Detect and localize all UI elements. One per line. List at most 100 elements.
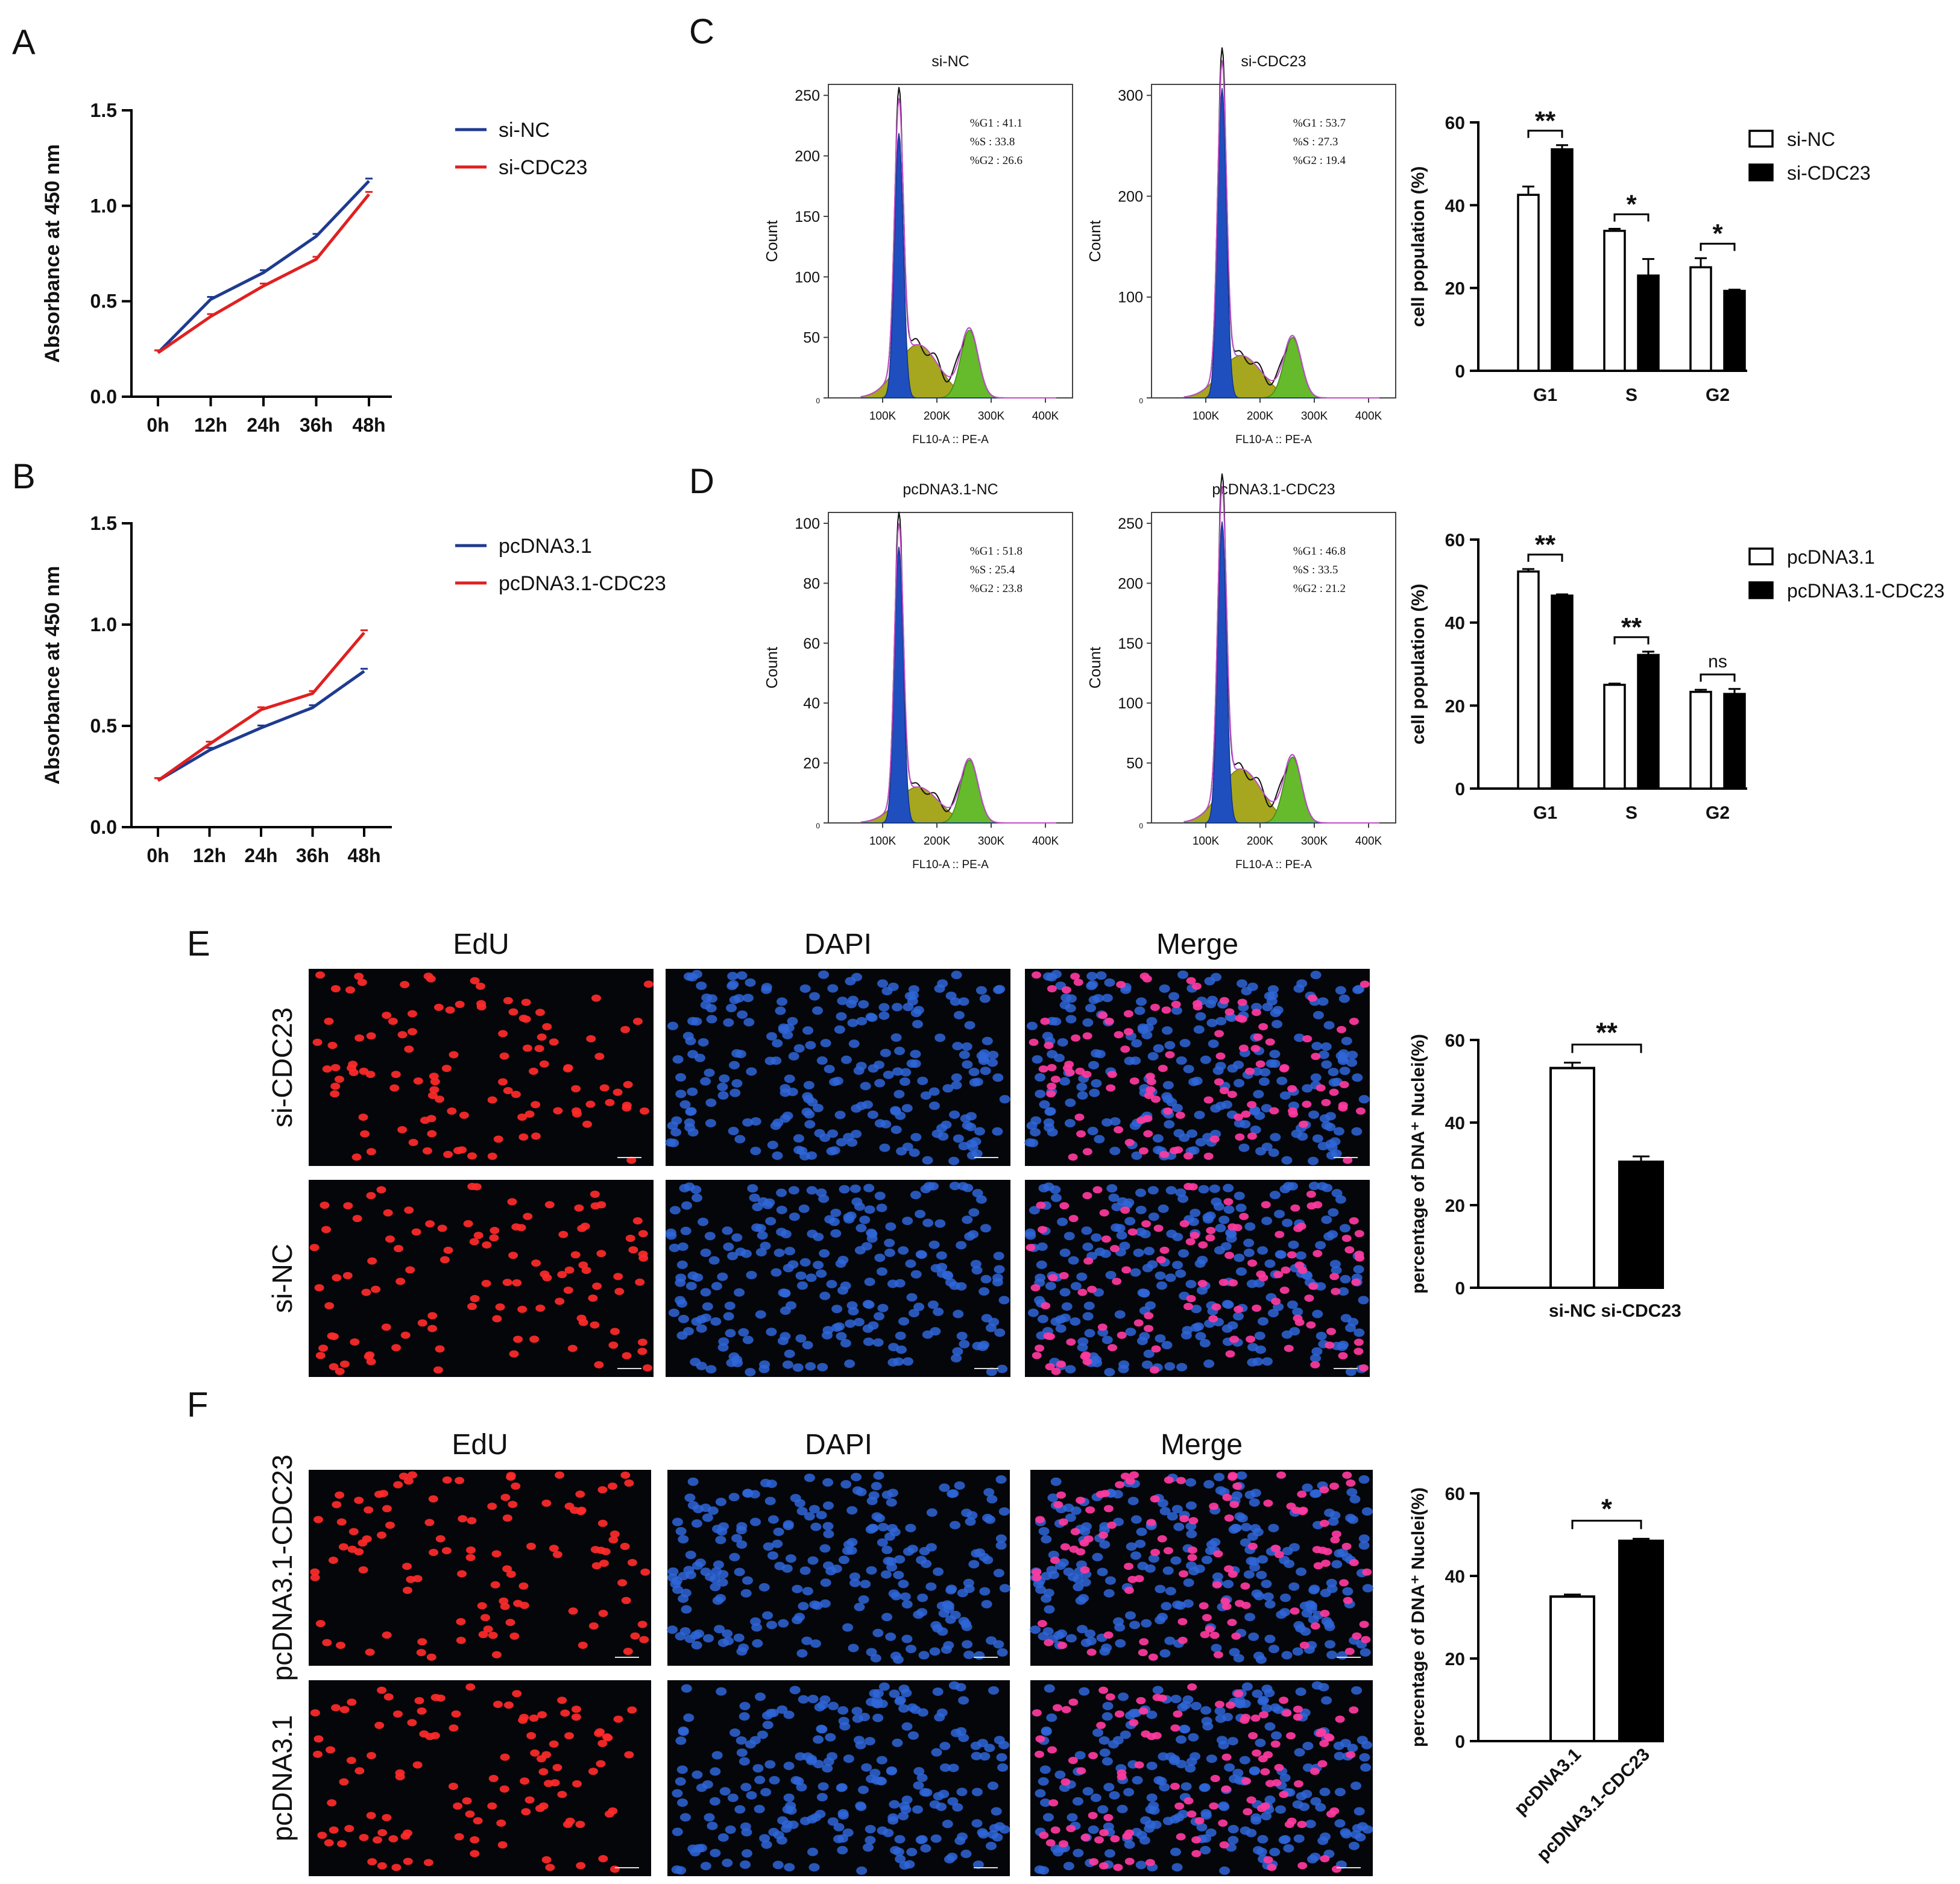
nucleus-dapi: [1050, 1317, 1062, 1326]
y-axis-label: percentage of DNA⁺ Nuclei(%): [1408, 1487, 1428, 1747]
nucleus-edu: [1059, 1271, 1069, 1279]
nucleus-dapi: [1352, 1073, 1363, 1082]
nucleus-dapi: [1311, 1489, 1322, 1498]
nucleus-edu: [1255, 1060, 1265, 1068]
nucleus-edu: [322, 1639, 332, 1646]
x-tick-label: 400K: [1355, 835, 1382, 848]
nucleus-dapi: [766, 1032, 778, 1041]
nucleus-dapi: [1295, 1687, 1306, 1697]
nucleus-dapi: [759, 1834, 770, 1843]
nucleus-dapi: [1176, 1735, 1187, 1744]
nucleus-dapi: [804, 1120, 816, 1129]
nucleus-dapi: [668, 1308, 679, 1317]
nucleus-edu: [1044, 1041, 1054, 1049]
nucleus-edu: [1134, 1761, 1144, 1769]
nucleus-dapi: [919, 1788, 930, 1797]
nucleus-edu: [408, 1471, 418, 1479]
nucleus-dapi: [819, 1544, 831, 1553]
nucleus-edu: [1227, 1091, 1237, 1098]
nucleus-dapi: [951, 971, 962, 980]
nucleus-dapi: [907, 991, 919, 1000]
nucleus-edu: [1320, 1610, 1330, 1618]
nucleus-edu: [1209, 1631, 1220, 1639]
nucleus-dapi: [692, 1193, 703, 1202]
nucleus-edu: [1256, 1270, 1266, 1278]
nucleus-edu: [1351, 1278, 1361, 1286]
nucleus-edu: [355, 1767, 365, 1775]
bar-si-CDC23: [1637, 274, 1660, 372]
x-tick-label: 200K: [924, 410, 951, 423]
nucleus-dapi: [1302, 1742, 1314, 1751]
nucleus-dapi: [1239, 1756, 1250, 1765]
nucleus-dapi: [875, 1776, 886, 1785]
nucleus-edu: [1284, 1344, 1294, 1352]
nucleus-dapi: [860, 1580, 871, 1589]
nucleus-dapi: [863, 1183, 875, 1192]
nucleus-edu: [1146, 1078, 1156, 1086]
nucleus-dapi: [930, 1834, 942, 1843]
nucleus-edu: [512, 1690, 522, 1698]
nucleus-dapi: [1235, 1267, 1247, 1276]
nucleus-dapi: [729, 1088, 741, 1097]
nucleus-dapi: [805, 1273, 817, 1282]
legend-label-1: si-CDC23: [1787, 162, 1871, 184]
nucleus-edu: [389, 1084, 400, 1092]
nucleus-dapi: [1116, 1231, 1127, 1240]
nucleus-edu: [1066, 1825, 1076, 1833]
nucleus-edu: [503, 1701, 514, 1709]
nucleus-dapi: [1119, 1241, 1130, 1250]
nucleus-dapi: [1170, 1695, 1182, 1704]
nucleus-edu: [1129, 1471, 1139, 1479]
nucleus-dapi: [745, 1367, 756, 1376]
nucleus-edu: [483, 1625, 493, 1633]
nucleus-dapi: [1293, 1834, 1305, 1843]
nucleus-dapi: [1092, 1552, 1103, 1561]
nucleus-dapi: [1038, 1526, 1050, 1536]
nucleus-edu: [400, 1331, 411, 1339]
y-tick-label: 40: [1445, 614, 1465, 634]
nucleus-dapi: [723, 1243, 734, 1252]
nucleus-edu: [1183, 1302, 1193, 1310]
nucleus-edu: [503, 997, 513, 1004]
nucleus-edu: [1331, 1530, 1341, 1538]
nucleus-edu: [1326, 1328, 1336, 1335]
nucleus-edu: [1270, 1740, 1281, 1748]
nucleus-dapi: [893, 1847, 904, 1856]
nucleus-dapi: [788, 1052, 799, 1061]
nucleus-edu: [429, 1549, 439, 1557]
y-tick-label: 200: [1118, 575, 1143, 592]
nucleus-dapi: [991, 1807, 1002, 1816]
nucleus-dapi: [1059, 1077, 1071, 1086]
nucleus-edu: [1312, 1201, 1323, 1209]
nucleus-dapi: [826, 1279, 837, 1288]
legend-swatch-1: [1748, 581, 1774, 599]
nucleus-dapi: [1227, 1825, 1239, 1834]
nucleus-dapi: [913, 1767, 925, 1776]
nucleus-dapi: [958, 997, 969, 1006]
nucleus-dapi: [1139, 1288, 1150, 1297]
nucleus-edu: [318, 1344, 329, 1352]
nucleus-dapi: [1206, 1754, 1217, 1763]
nucleus-dapi: [1252, 1067, 1263, 1076]
nucleus-dapi: [716, 1687, 727, 1696]
nucleus-dapi: [1135, 1205, 1147, 1214]
nucleus-edu: [1294, 1318, 1305, 1326]
nucleus-edu: [1344, 1246, 1355, 1254]
nucleus-dapi: [1114, 1224, 1126, 1233]
nucleus-dapi: [854, 1602, 865, 1611]
x-axis-label: FL10-A :: PE-A: [912, 433, 989, 446]
nucleus-dapi: [780, 1288, 791, 1297]
nucleus-dapi: [1208, 1039, 1219, 1048]
nucleus-edu: [1290, 1607, 1300, 1615]
nucleus-edu: [1260, 1768, 1270, 1775]
nucleus-dapi: [764, 1056, 776, 1065]
nucleus-dapi: [706, 1015, 717, 1024]
nucleus-edu: [1098, 1012, 1108, 1019]
nucleus-dapi: [691, 1640, 702, 1649]
nucleus-edu: [1089, 1858, 1099, 1866]
category-label: G2: [1706, 803, 1730, 823]
nucleus-dapi: [1261, 1704, 1273, 1713]
nucleus-dapi: [926, 1508, 937, 1517]
nucleus-edu: [591, 994, 601, 1002]
